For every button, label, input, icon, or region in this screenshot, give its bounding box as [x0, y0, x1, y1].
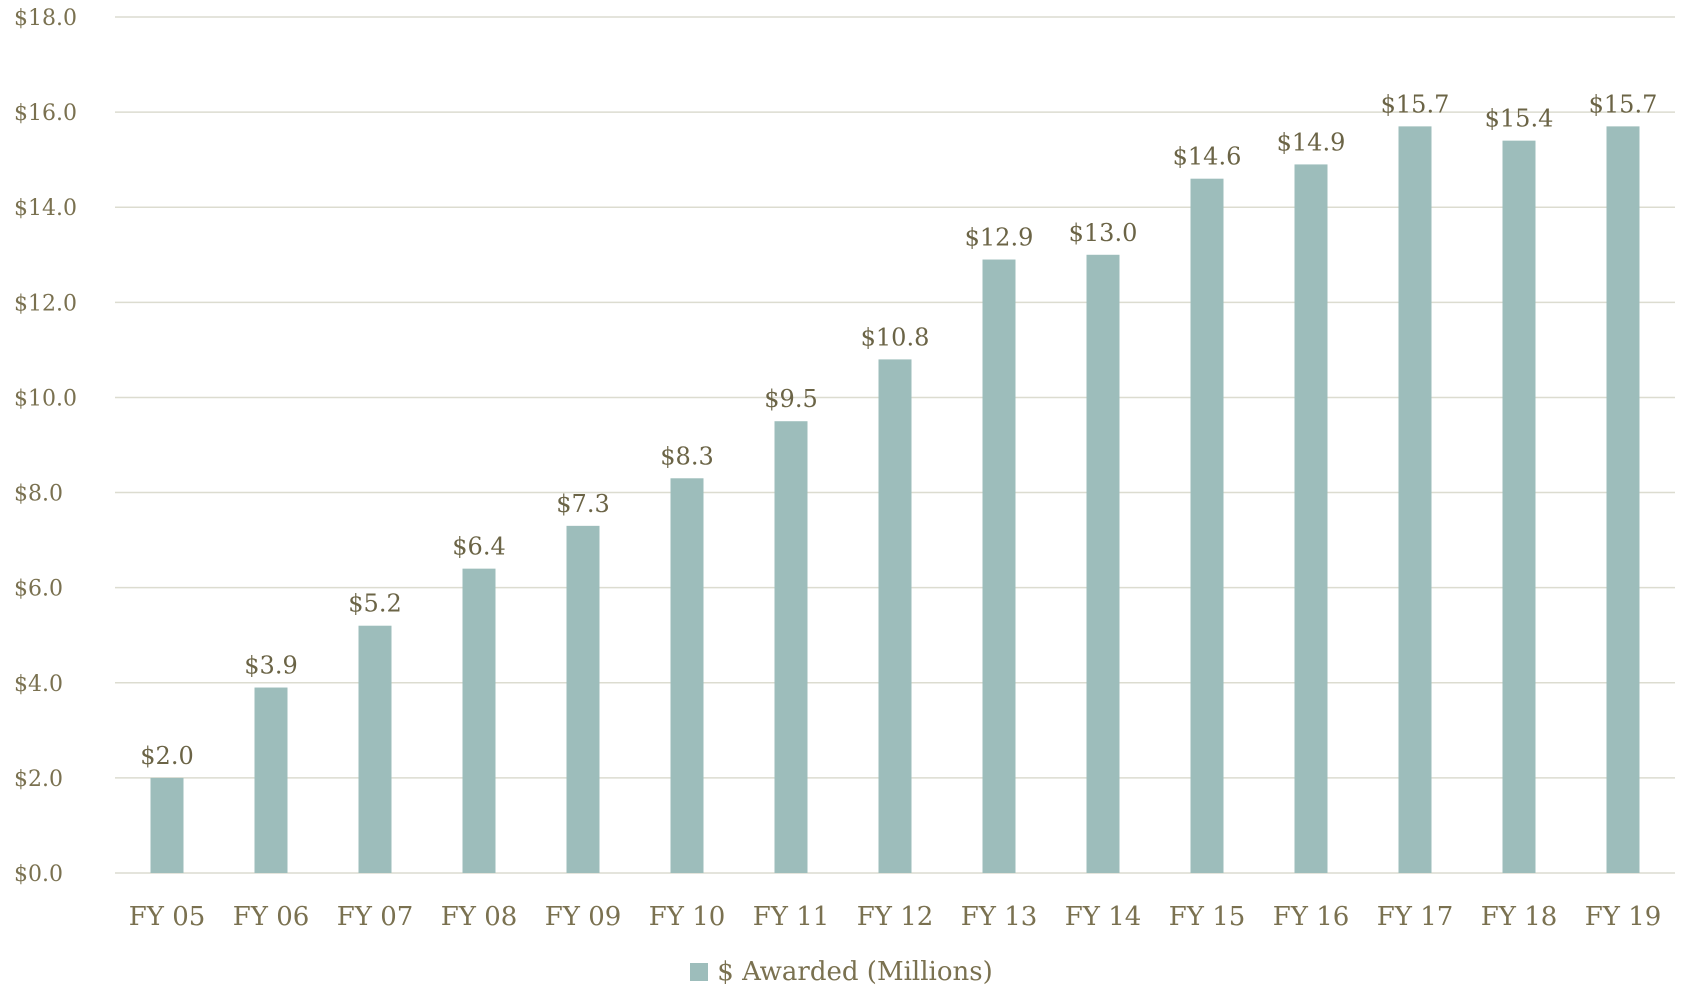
data-label: $3.9: [244, 652, 297, 680]
bar: [358, 625, 392, 873]
x-tick-label: FY 14: [1065, 902, 1142, 932]
data-label: $15.7: [1381, 90, 1450, 118]
y-tick-label: $8.0: [14, 482, 63, 507]
bar-chart: $0.0 $2.0 $4.0 $6.0 $8.0 $10.0 $12.0 $14.0 $16.0…: [14, 6, 1675, 932]
y-axis-ticks: $0.0 $2.0 $4.0 $6.0 $8.0 $10.0 $12.0 $14.0 $16.0…: [14, 6, 77, 887]
bar: [566, 525, 600, 873]
x-tick-label: FY 18: [1481, 902, 1558, 932]
data-label: $14.6: [1173, 143, 1242, 171]
y-tick-label: $16.0: [14, 101, 77, 126]
bar: [1606, 126, 1640, 873]
data-label: $6.4: [452, 533, 505, 561]
x-tick-label: FY 08: [441, 902, 518, 932]
bar: [1502, 140, 1536, 874]
bar: [1190, 178, 1224, 873]
data-label: $10.8: [861, 323, 930, 351]
data-label: $12.9: [965, 224, 1034, 252]
legend-label: $ Awarded (Millions): [717, 957, 993, 987]
y-tick-label: $12.0: [14, 291, 77, 316]
data-label: $15.7: [1589, 90, 1658, 118]
y-tick-label: $2.0: [14, 767, 63, 792]
data-label: $8.3: [660, 442, 713, 470]
x-tick-label: FY 19: [1585, 902, 1662, 932]
x-tick-label: FY 10: [649, 902, 726, 932]
bar: [1294, 164, 1328, 873]
y-tick-label: $4.0: [14, 672, 63, 697]
bar: [670, 478, 704, 873]
data-label: $5.2: [348, 590, 401, 618]
data-label: $2.0: [140, 742, 193, 770]
y-tick-label: $18.0: [14, 6, 77, 31]
y-tick-label: $10.0: [14, 386, 77, 411]
y-tick-label: $0.0: [14, 862, 63, 887]
legend-swatch: [690, 963, 709, 981]
data-label: $13.0: [1069, 219, 1138, 247]
x-tick-label: FY 16: [1273, 902, 1350, 932]
data-label: $15.4: [1485, 105, 1554, 133]
x-tick-label: FY 06: [233, 902, 310, 932]
data-label: $7.3: [556, 490, 609, 518]
x-tick-label: FY 15: [1169, 902, 1246, 932]
x-tick-label: FY 05: [129, 902, 206, 932]
data-labels: $2.0 $3.9 $5.2 $6.4 $7.3 $8.3 $9.5 $10.8 $12.9 $1…: [140, 90, 1657, 770]
bar: [1086, 254, 1120, 873]
x-tick-label: FY 12: [857, 902, 934, 932]
bar: [462, 568, 496, 873]
x-tick-label: FY 11: [753, 902, 830, 932]
bar: [982, 259, 1016, 873]
x-tick-label: FY 09: [545, 902, 622, 932]
bar: [150, 777, 184, 873]
bars: [150, 126, 1640, 874]
x-tick-label: FY 17: [1377, 902, 1454, 932]
data-label: $9.5: [764, 385, 817, 413]
y-tick-label: $6.0: [14, 577, 63, 602]
x-tick-label: FY 07: [337, 902, 414, 932]
y-tick-label: $14.0: [14, 196, 77, 221]
legend: $ Awarded (Millions): [0, 957, 1683, 987]
bar: [1398, 126, 1432, 873]
bar: [774, 421, 808, 873]
data-label: $14.9: [1277, 128, 1346, 156]
bar: [878, 359, 912, 873]
bar: [254, 687, 288, 873]
x-tick-label: FY 13: [961, 902, 1038, 932]
x-axis-categories: FY 05 FY 06 FY 07 FY 08 FY 09 FY 10 FY 11 FY 12…: [129, 902, 1662, 932]
